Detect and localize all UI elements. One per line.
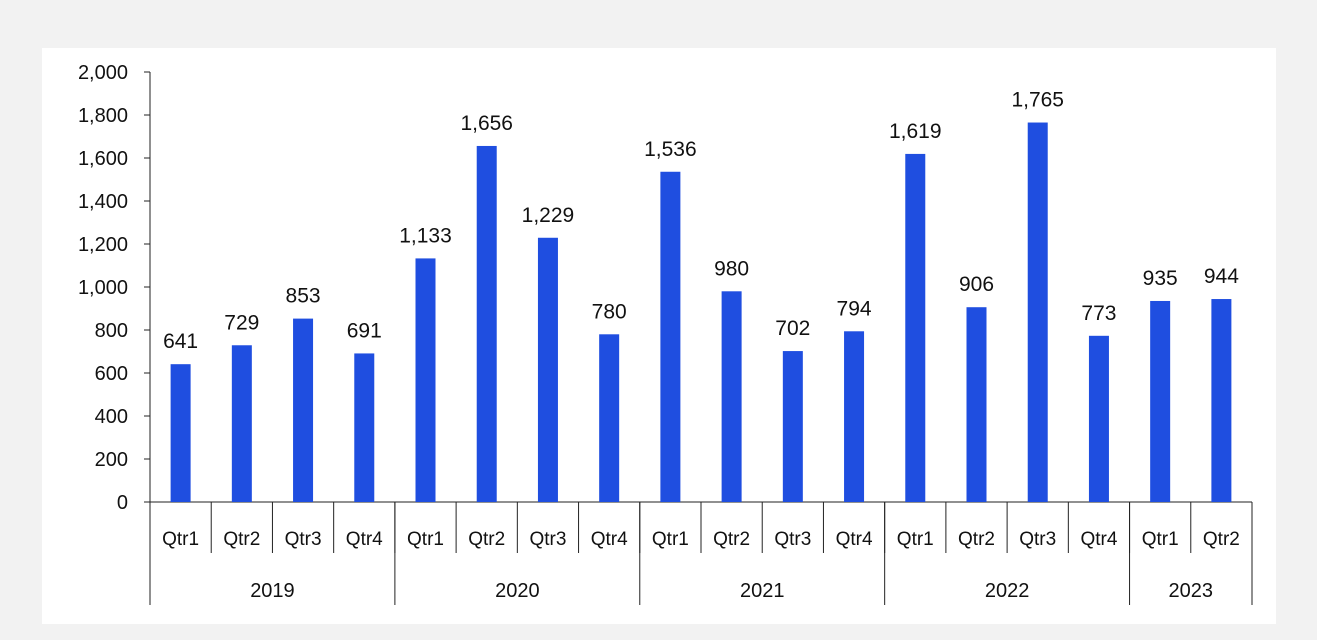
y-tick-label: 400 bbox=[95, 406, 128, 428]
bar-value-label: 1,656 bbox=[460, 112, 513, 135]
bar-value-label: 935 bbox=[1143, 267, 1178, 290]
y-tick-label: 1,200 bbox=[78, 234, 128, 256]
x-category-label: Qtr2 bbox=[1203, 529, 1240, 550]
bar-value-label: 780 bbox=[592, 300, 627, 323]
bar-value-label: 1,229 bbox=[522, 204, 575, 227]
bar-value-label: 1,619 bbox=[889, 120, 942, 143]
bar bbox=[905, 153, 926, 503]
y-tick-label: 600 bbox=[95, 363, 128, 385]
y-tick-label: 2,000 bbox=[78, 62, 128, 84]
y-tick-label: 1,000 bbox=[78, 277, 128, 299]
bar bbox=[170, 364, 191, 502]
x-category-label: Qtr2 bbox=[958, 529, 995, 550]
x-category-label: Qtr2 bbox=[223, 529, 260, 550]
bar bbox=[782, 351, 803, 502]
bar bbox=[599, 334, 620, 502]
bar-value-label: 794 bbox=[837, 297, 872, 320]
bar bbox=[231, 345, 252, 502]
bar bbox=[415, 258, 436, 502]
x-category-label: Qtr4 bbox=[591, 529, 628, 550]
x-year-label: 2022 bbox=[985, 580, 1030, 602]
bar-value-label: 1,536 bbox=[644, 138, 697, 161]
bar bbox=[1027, 122, 1048, 503]
chart-panel bbox=[42, 48, 1276, 624]
x-year-label: 2023 bbox=[1169, 580, 1214, 602]
bar-value-label: 702 bbox=[775, 317, 810, 340]
x-category-label: Qtr1 bbox=[407, 529, 444, 550]
x-year-label: 2020 bbox=[495, 580, 540, 602]
bar bbox=[354, 353, 375, 502]
bar-value-label: 853 bbox=[286, 285, 321, 308]
x-category-label: Qtr3 bbox=[529, 529, 566, 550]
y-tick-label: 1,800 bbox=[78, 105, 128, 127]
x-category-label: Qtr3 bbox=[1019, 529, 1056, 550]
bar bbox=[1211, 299, 1232, 502]
bar bbox=[1088, 335, 1109, 502]
bar bbox=[660, 171, 681, 502]
x-category-label: Qtr1 bbox=[162, 529, 199, 550]
bar-value-label: 1,765 bbox=[1011, 89, 1064, 112]
x-year-label: 2021 bbox=[740, 580, 785, 602]
bar bbox=[844, 331, 865, 502]
x-category-label: Qtr2 bbox=[468, 529, 505, 550]
x-category-label: Qtr4 bbox=[1080, 529, 1117, 550]
x-category-label: Qtr2 bbox=[713, 529, 750, 550]
bar-value-label: 1,133 bbox=[399, 224, 452, 247]
y-tick-label: 0 bbox=[117, 492, 128, 514]
bar bbox=[537, 237, 558, 502]
x-category-label: Qtr1 bbox=[652, 529, 689, 550]
y-tick-label: 1,600 bbox=[78, 148, 128, 170]
bar bbox=[721, 291, 742, 502]
bar-value-label: 641 bbox=[163, 330, 198, 353]
y-tick-label: 200 bbox=[95, 449, 128, 471]
x-category-label: Qtr3 bbox=[774, 529, 811, 550]
bar bbox=[1150, 300, 1171, 502]
x-category-label: Qtr1 bbox=[1142, 529, 1179, 550]
x-category-label: Qtr4 bbox=[346, 529, 383, 550]
bar-value-label: 980 bbox=[714, 257, 749, 280]
bar-value-label: 906 bbox=[959, 273, 994, 296]
bar-value-label: 691 bbox=[347, 319, 382, 342]
bar bbox=[966, 307, 987, 502]
bar bbox=[476, 145, 497, 502]
bar-value-label: 944 bbox=[1204, 265, 1239, 288]
x-category-label: Qtr1 bbox=[897, 529, 934, 550]
bar bbox=[293, 318, 314, 502]
x-year-label: 2019 bbox=[250, 580, 295, 602]
y-tick-label: 1,400 bbox=[78, 191, 128, 213]
bar-value-label: 729 bbox=[224, 311, 259, 334]
x-category-label: Qtr3 bbox=[285, 529, 322, 550]
y-tick-label: 800 bbox=[95, 320, 128, 342]
x-category-label: Qtr4 bbox=[836, 529, 873, 550]
bar-value-label: 773 bbox=[1081, 302, 1116, 325]
